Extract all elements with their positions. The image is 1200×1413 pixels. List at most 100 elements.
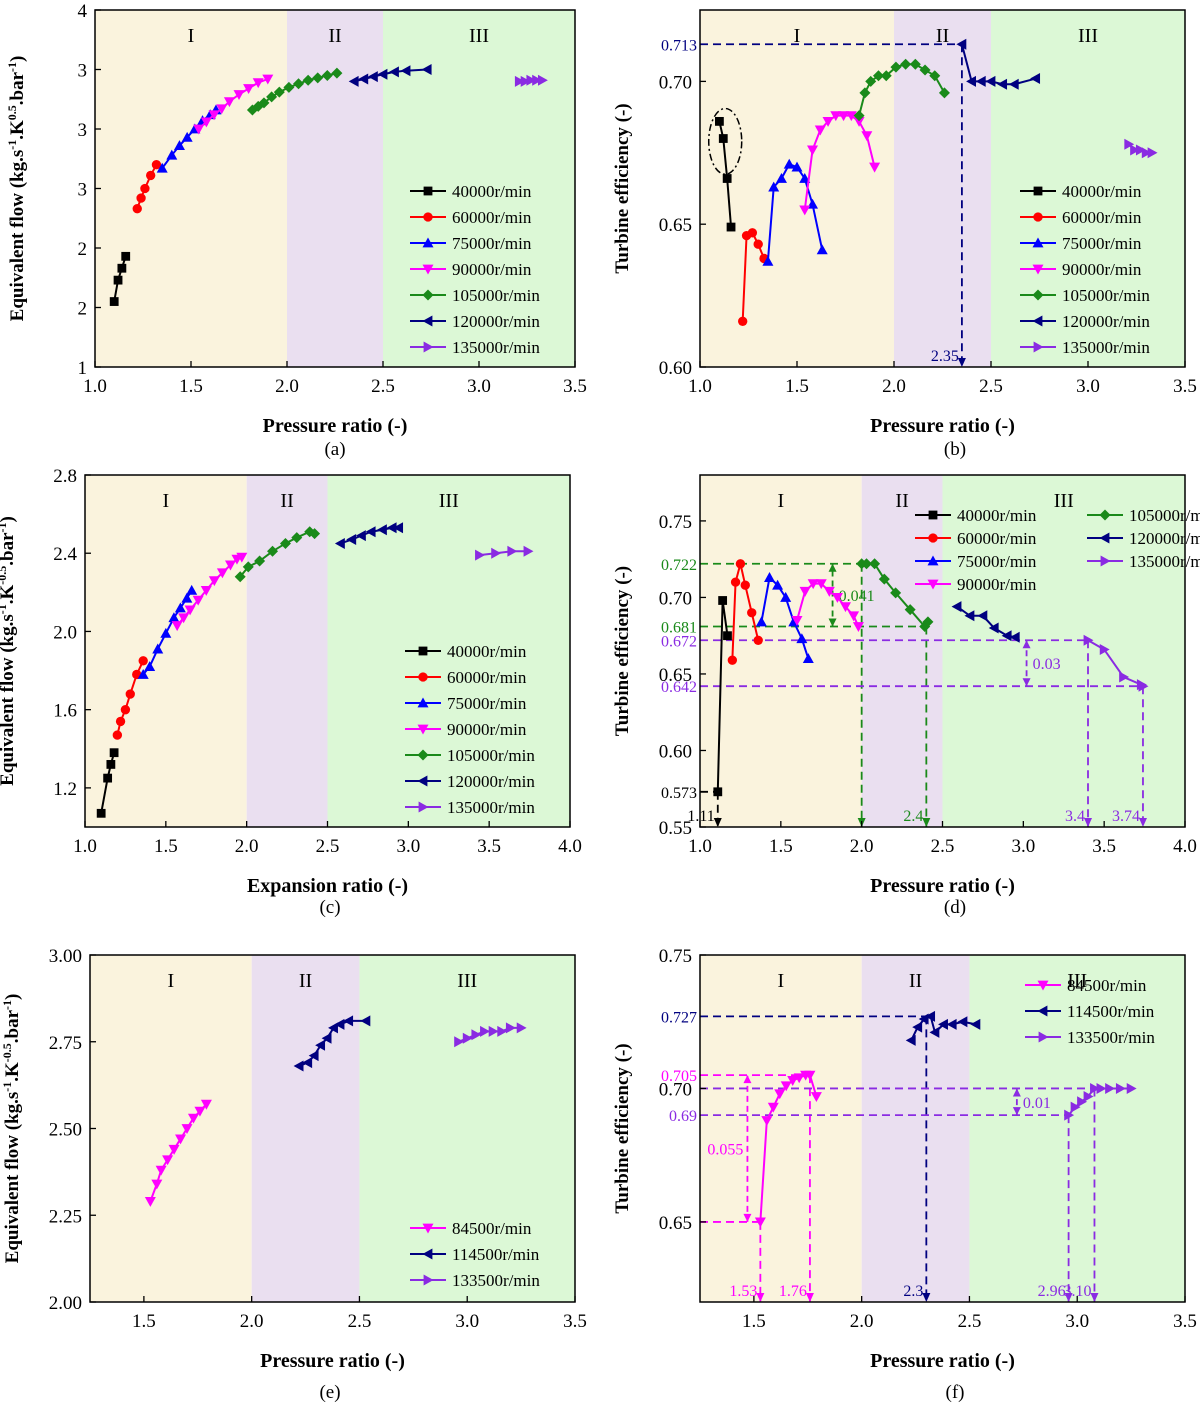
legend-marker <box>1033 212 1043 222</box>
data-point <box>497 1025 508 1037</box>
legend-marker <box>422 289 434 301</box>
data-point <box>780 591 792 602</box>
data-point <box>173 140 185 151</box>
region-label-II: II <box>328 25 341 47</box>
guide-value-label: 0.727 <box>661 1009 697 1026</box>
data-point <box>946 1018 957 1030</box>
y-tick-label: 0.65 <box>659 1213 692 1234</box>
data-point <box>753 239 763 249</box>
data-point <box>951 601 962 613</box>
x-tick-label: 3.5 <box>477 836 501 857</box>
data-point <box>900 58 912 70</box>
series-40000 <box>713 596 732 797</box>
guide-arrow <box>922 1293 931 1302</box>
data-point <box>208 110 220 121</box>
series-114500 <box>905 1010 981 1046</box>
data-point <box>764 572 776 582</box>
legend-label: 105000r/min <box>452 286 540 305</box>
data-point <box>328 1022 338 1034</box>
series-60000 <box>132 160 162 214</box>
x-axis-label: Pressure ratio (-) <box>870 415 1015 437</box>
data-point <box>735 559 746 569</box>
data-point <box>815 579 827 590</box>
region-II <box>861 955 970 1302</box>
data-point <box>1147 147 1158 159</box>
legend-label: 84500r/min <box>1067 976 1147 995</box>
data-point <box>283 81 295 93</box>
legend-marker <box>1032 315 1043 327</box>
x-tick-label: 3.5 <box>1173 376 1197 397</box>
x-tick-label: 1.0 <box>688 376 712 397</box>
x-axis-label: Pressure ratio (-) <box>870 1350 1015 1372</box>
x-axis-label: Expansion ratio (-) <box>247 875 408 897</box>
x-tick-label: 2.5 <box>316 836 340 857</box>
data-point <box>216 568 228 579</box>
y-axis-label-part: ) <box>7 56 28 62</box>
series-135000 <box>514 74 548 87</box>
y-tick-label: 1.2 <box>53 779 77 800</box>
data-point <box>355 530 366 542</box>
data-point <box>783 158 795 169</box>
data-point <box>938 87 950 99</box>
data-point <box>802 653 814 664</box>
y-axis-label-part: -1 <box>0 522 9 532</box>
x-tick-label: 1.5 <box>154 836 178 857</box>
data-point <box>1009 631 1020 643</box>
data-point <box>120 704 131 715</box>
data-point <box>144 661 156 672</box>
guide-arrow <box>1064 1293 1073 1302</box>
series-105000 <box>246 67 343 116</box>
data-point <box>1130 144 1141 156</box>
guide-arrow <box>922 818 931 827</box>
x-tick-label: 3.5 <box>1173 1311 1197 1332</box>
data-point <box>168 612 180 623</box>
x-axis-label: Pressure ratio (-) <box>260 1350 405 1372</box>
data-point <box>471 1029 482 1041</box>
series-line <box>100 752 116 814</box>
data-point <box>293 78 305 90</box>
data-point <box>740 580 750 590</box>
series-60000 <box>112 656 148 740</box>
data-point <box>848 611 860 622</box>
guide-x-label: 2.96 <box>1038 1283 1066 1300</box>
y-tick-label: 0.60 <box>659 741 692 762</box>
data-point <box>988 622 999 634</box>
data-point <box>532 74 543 86</box>
region-label-I: I <box>777 970 784 992</box>
data-point <box>242 561 254 573</box>
region-I <box>700 475 862 827</box>
data-point <box>799 205 811 216</box>
region-label-I: I <box>188 25 195 47</box>
region-III <box>991 10 1185 367</box>
data-point <box>103 773 113 783</box>
data-point <box>904 604 916 616</box>
legend-label: 75000r/min <box>957 552 1037 571</box>
guide-arrow <box>756 1293 765 1302</box>
y-tick-label: 4 <box>78 1 88 22</box>
series-line <box>718 121 733 228</box>
x-tick-label: 2.5 <box>348 1311 372 1332</box>
series-105000 <box>856 558 934 633</box>
data-point <box>997 78 1008 90</box>
data-point <box>377 68 388 80</box>
y-tick-label: 0.75 <box>659 946 692 967</box>
guide-x-label: 2.3 <box>903 1283 923 1300</box>
legend-label: 105000r/min <box>1129 506 1200 525</box>
region-II <box>861 475 943 827</box>
legend-marker <box>422 264 434 275</box>
region-I <box>95 10 287 367</box>
series-133500 <box>454 1022 527 1048</box>
data-point <box>117 263 127 273</box>
region-II <box>251 955 360 1302</box>
region-II <box>287 10 383 367</box>
data-point <box>747 608 757 618</box>
data-point <box>233 90 245 100</box>
y-axis-label: Turbine efficiency (-) <box>612 1043 633 1213</box>
data-point <box>267 545 279 557</box>
data-point <box>293 1060 304 1072</box>
x-tick-label: 3.5 <box>563 1311 587 1332</box>
data-point <box>1077 1096 1088 1108</box>
data-point <box>175 1134 187 1145</box>
y-tick-label: 0.70 <box>659 1079 692 1100</box>
